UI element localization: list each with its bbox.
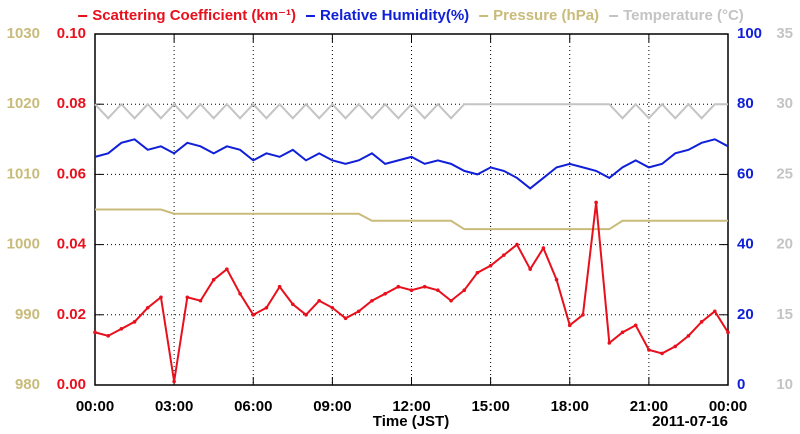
series-line	[95, 208, 728, 231]
series-line	[94, 138, 729, 190]
data-point	[93, 330, 97, 335]
legend-label: Relative Humidity(%)	[320, 7, 469, 24]
y-tick-label: 990	[15, 306, 40, 323]
data-point	[699, 320, 704, 324]
data-point	[541, 246, 546, 250]
data-point	[238, 291, 242, 296]
y-tick-label: 1030	[7, 25, 40, 42]
data-point	[607, 341, 612, 345]
y-tick-label: 35	[776, 25, 793, 42]
x-tick-label: 03:00	[155, 398, 193, 415]
y-tick-label: 20	[737, 306, 754, 323]
data-point	[370, 298, 374, 303]
y-tick-label: 1000	[7, 236, 40, 253]
data-point	[673, 344, 678, 349]
data-point	[620, 330, 625, 335]
legend-label: Scattering Coefficient (km⁻¹)	[92, 7, 296, 24]
data-point	[119, 327, 124, 331]
data-point	[436, 288, 440, 293]
data-point	[251, 313, 256, 317]
data-point	[713, 309, 717, 314]
data-point	[132, 320, 137, 324]
data-point	[145, 305, 150, 310]
data-point	[475, 270, 480, 275]
data-point	[159, 295, 163, 300]
y-tick-label: 15	[776, 306, 793, 323]
y-tick-label: 0.00	[57, 376, 86, 393]
data-point	[172, 379, 176, 384]
data-point	[594, 200, 598, 205]
date-annotation: 2011-07-16	[652, 413, 728, 430]
data-point	[449, 298, 453, 303]
y-tick-label: 60	[737, 165, 754, 182]
data-point	[330, 305, 335, 310]
y-tick-label: 80	[737, 95, 754, 112]
data-point	[343, 316, 348, 321]
y-tick-label: 25	[776, 165, 793, 182]
x-tick-label: 15:00	[471, 398, 509, 415]
data-point	[528, 267, 532, 271]
data-point	[567, 323, 572, 328]
y-tick-label: 1010	[7, 165, 40, 182]
x-tick-label: 18:00	[551, 398, 589, 415]
data-point	[396, 284, 401, 289]
y-tick-label: 10	[776, 376, 793, 393]
legend-label: Temperature (°C)	[623, 7, 744, 24]
y-tick-label: 0.06	[57, 165, 86, 182]
y-tick-label: 0.02	[57, 306, 86, 323]
data-point	[198, 298, 203, 303]
x-tick-label: 06:00	[234, 398, 272, 415]
y-tick-label: 0.08	[57, 95, 86, 112]
data-point	[383, 291, 387, 296]
y-tick-label: 40	[737, 236, 754, 253]
x-tick-label: 00:00	[709, 398, 747, 415]
x-tick-label: 09:00	[313, 398, 351, 415]
data-point	[277, 284, 282, 289]
data-point	[647, 348, 651, 352]
data-point	[462, 288, 467, 293]
y-tick-label: 1020	[7, 95, 40, 112]
data-point	[225, 267, 229, 271]
data-point	[356, 309, 361, 314]
data-point	[726, 330, 730, 335]
data-point	[515, 242, 519, 247]
data-point	[304, 313, 308, 317]
legend: Scattering Coefficient (km⁻¹) Relative Hu…	[78, 7, 744, 24]
data-point	[185, 295, 190, 300]
x-tick-label: 00:00	[76, 398, 114, 415]
y-tick-label: 20	[776, 236, 793, 253]
data-point	[317, 298, 321, 303]
x-tick-label: 21:00	[630, 398, 668, 415]
data-point	[106, 334, 110, 338]
y-tick-label: 0.04	[57, 236, 87, 253]
legend-label: Pressure (hPa)	[493, 7, 599, 24]
data-point	[409, 288, 414, 293]
data-point	[686, 334, 691, 338]
y-tick-label: 980	[15, 376, 40, 393]
data-point	[291, 302, 295, 307]
y-tick-label: 30	[776, 95, 793, 112]
data-point	[264, 305, 269, 310]
data-point	[502, 253, 506, 257]
data-point	[422, 284, 427, 289]
x-tick-label: 12:00	[392, 398, 430, 415]
data-point	[211, 277, 216, 282]
y-tick-label: 0	[737, 376, 745, 393]
data-point	[554, 277, 559, 282]
data-point	[660, 351, 664, 356]
x-axis-label: Time (JST)	[373, 413, 449, 430]
data-point	[581, 313, 585, 317]
series-line	[94, 102, 728, 120]
data-point	[633, 323, 638, 328]
y-tick-label: 100	[737, 25, 762, 42]
data-point	[488, 263, 493, 268]
y-tick-label: 0.10	[57, 25, 86, 42]
